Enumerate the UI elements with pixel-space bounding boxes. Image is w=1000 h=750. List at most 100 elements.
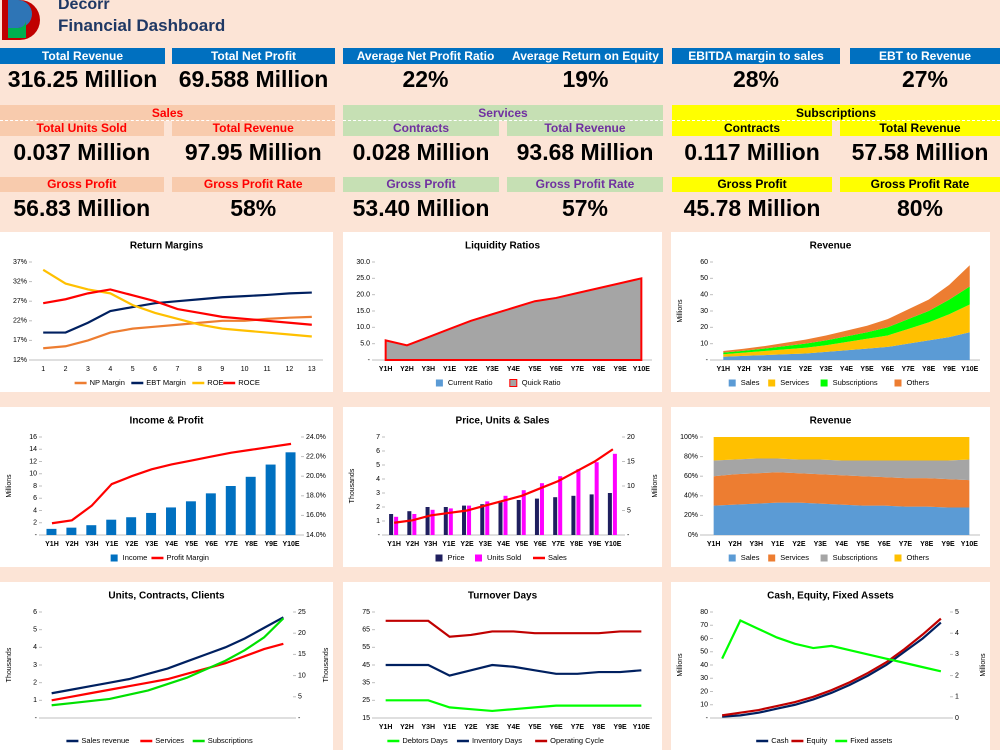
y-tick-label: 27%: [13, 298, 27, 305]
bar: [430, 509, 435, 535]
y-tick-label: 5: [376, 462, 380, 469]
line: [43, 288, 312, 326]
chart-title: Revenue: [810, 241, 852, 252]
kpi-value: 19%: [562, 66, 609, 92]
bar: [106, 519, 117, 535]
segment-value: 97.95 Million: [184, 139, 322, 165]
chart-background: [0, 407, 333, 567]
legend-marker: [768, 554, 776, 562]
legend-marker: [110, 554, 118, 562]
kpi-value: 28%: [732, 66, 780, 92]
bar: [245, 476, 256, 535]
bar: [516, 500, 521, 535]
y-tick-label: 1: [33, 697, 37, 704]
y-tick-label: 25.0: [356, 275, 370, 282]
x-tick-label: Y4E: [840, 366, 854, 373]
x-tick-label: Y1H: [379, 724, 393, 731]
chart-panel: Income & Profit - 2 4 6 8 10 12 14 16 14.0% 16.0% 18…: [0, 407, 333, 567]
x-tick-label: Y5E: [515, 541, 529, 548]
x-tick-label: 6: [153, 366, 157, 373]
x-tick-label: Y5E: [528, 724, 542, 731]
y2-tick-label: -: [627, 532, 630, 539]
legend-label: Others: [907, 378, 930, 387]
bar: [185, 501, 196, 535]
segment-value: 56.83 Million: [13, 195, 151, 221]
bar: [534, 498, 539, 535]
bar: [539, 483, 544, 535]
bar: [485, 501, 490, 535]
x-tick-label: Y7E: [225, 541, 239, 548]
legend-label: Sales: [741, 378, 760, 387]
y-tick-label: 2: [33, 520, 37, 527]
y-tick-label: -: [368, 357, 371, 364]
y-tick-label: 10: [700, 341, 708, 348]
segment-label: Contracts: [343, 121, 499, 136]
y-tick-label: 6: [376, 448, 380, 455]
y-tick-label: 1: [376, 518, 380, 525]
kpi-label: Total Revenue: [0, 48, 165, 64]
y-tick-label: 5.0: [360, 341, 370, 348]
bar: [612, 453, 617, 535]
y-tick-label: 60: [700, 635, 708, 642]
legend-label: ROCE: [238, 378, 260, 387]
x-tick-label: Y7E: [552, 541, 566, 548]
y-tick-label: 60%: [684, 473, 698, 480]
chart-panel: Cash, Equity, Fixed Assets-1020304050607…: [671, 582, 990, 750]
legend-label: Inventory Days: [472, 736, 522, 745]
area: [713, 502, 970, 535]
legend-label: Debtors Days: [402, 736, 448, 745]
y-tick-label: 37%: [13, 259, 27, 266]
x-tick-label: Y7E: [901, 366, 915, 373]
segment-label: Total Revenue: [507, 121, 663, 136]
y2-tick-label: 14.0%: [306, 532, 326, 539]
x-tick-label: Y1H: [707, 541, 721, 548]
bar: [394, 516, 399, 535]
y-tick-label: 17%: [13, 337, 27, 344]
y-tick-label: 6: [33, 609, 37, 616]
legend-label: Equity: [806, 736, 827, 745]
y-tick-label: 50: [700, 649, 708, 656]
x-tick-label: 3: [86, 366, 90, 373]
y-tick-label: 40%: [684, 493, 698, 500]
legend-marker: [435, 554, 443, 562]
x-tick-label: 1: [41, 366, 45, 373]
segment-value: 0.117 Million: [684, 139, 820, 165]
bar: [558, 476, 563, 535]
kpi-label: EBT to Revenue: [850, 48, 1000, 64]
segment-value: 53.40 Million: [352, 195, 490, 221]
x-tick-label: Y9E: [941, 541, 955, 548]
y-tick-label: 100%: [680, 434, 698, 441]
area: [384, 277, 643, 361]
bar: [66, 527, 77, 535]
y-tick-label: 15.0: [356, 308, 370, 315]
y2-tick-label: 10: [298, 672, 306, 679]
kpi-label: EBITDA margin to sales: [672, 48, 840, 64]
bar: [480, 504, 485, 535]
legend-marker: [435, 379, 443, 387]
y-tick-label: -: [706, 357, 709, 364]
legend-label: Services: [780, 553, 809, 562]
bar: [594, 462, 599, 535]
y2-tick-label: 22.0%: [306, 453, 326, 460]
bar: [389, 514, 394, 535]
x-tick-label: Y2E: [460, 541, 474, 548]
legend-label: Operating Cycle: [550, 736, 604, 745]
legend-marker: [509, 379, 518, 387]
chart-title: Units, Contracts, Clients: [108, 591, 225, 602]
x-tick-label: Y9E: [943, 366, 957, 373]
x-tick-label: Y6E: [533, 541, 547, 548]
bar: [146, 512, 157, 535]
y-tick-label: 10: [700, 702, 708, 709]
y-axis-label: Thousands: [349, 468, 356, 503]
y-tick-label: 30: [700, 308, 708, 315]
chart-background: [0, 582, 333, 750]
x-tick-label: Y6E: [549, 724, 563, 731]
bar: [443, 507, 448, 535]
x-tick-label: Y3E: [479, 541, 493, 548]
bar: [126, 517, 137, 535]
y-tick-label: 20: [700, 688, 708, 695]
x-tick-label: Y5E: [185, 541, 199, 548]
x-tick-label: Y3E: [486, 366, 500, 373]
legend-label: Fixed assets: [850, 736, 892, 745]
area: [723, 286, 970, 355]
